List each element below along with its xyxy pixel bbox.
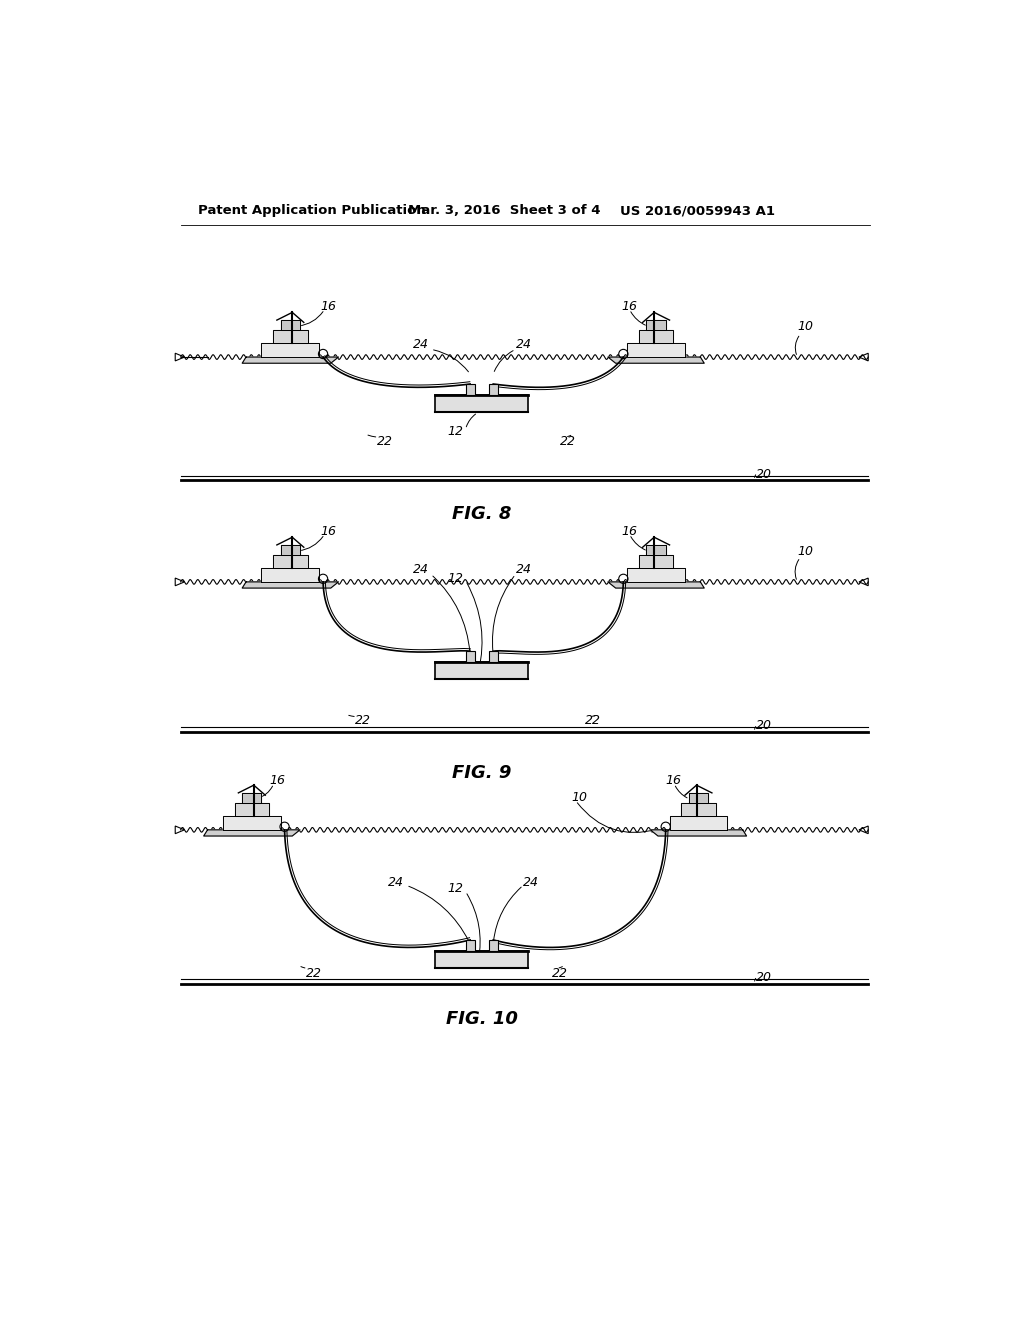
Bar (466, 384, 475, 395)
Text: 24: 24 (413, 338, 429, 351)
Text: 10: 10 (798, 319, 813, 333)
Text: FIG. 10: FIG. 10 (445, 1010, 517, 1028)
Text: 24: 24 (413, 564, 429, 576)
Text: Mar. 3, 2016  Sheet 3 of 4: Mar. 3, 2016 Sheet 3 of 4 (408, 205, 600, 218)
Text: 22: 22 (306, 966, 323, 979)
Text: 20: 20 (756, 467, 772, 480)
Bar (435, 395, 528, 412)
Text: 24: 24 (515, 338, 531, 351)
Text: 12: 12 (447, 425, 463, 438)
Polygon shape (261, 343, 319, 358)
Polygon shape (608, 358, 705, 363)
Polygon shape (281, 545, 300, 554)
Bar (466, 651, 475, 663)
Text: 22: 22 (552, 966, 567, 979)
Bar (435, 950, 528, 968)
Text: 10: 10 (798, 545, 813, 557)
Text: 22: 22 (377, 436, 393, 449)
Polygon shape (243, 358, 339, 363)
Text: 22: 22 (585, 714, 601, 727)
Text: 16: 16 (666, 774, 682, 787)
Polygon shape (223, 816, 281, 830)
Text: 16: 16 (321, 300, 337, 313)
Bar (488, 651, 498, 663)
Text: 16: 16 (321, 524, 337, 537)
Text: 10: 10 (571, 791, 587, 804)
Text: 16: 16 (621, 524, 637, 537)
Polygon shape (681, 803, 716, 816)
Polygon shape (273, 554, 307, 568)
Polygon shape (689, 793, 708, 803)
Text: US 2016/0059943 A1: US 2016/0059943 A1 (620, 205, 774, 218)
Polygon shape (243, 582, 339, 589)
Text: Patent Application Publication: Patent Application Publication (199, 205, 426, 218)
Bar (488, 384, 498, 395)
Bar (466, 940, 475, 950)
Text: 22: 22 (355, 714, 372, 727)
Text: 24: 24 (523, 875, 540, 888)
Polygon shape (628, 343, 685, 358)
Text: 16: 16 (621, 300, 637, 313)
Polygon shape (261, 568, 319, 582)
Polygon shape (646, 545, 666, 554)
Polygon shape (639, 554, 674, 568)
Text: 16: 16 (269, 774, 285, 787)
Bar (435, 663, 528, 678)
Polygon shape (646, 321, 666, 330)
Text: 20: 20 (756, 972, 772, 985)
Text: 24: 24 (388, 875, 403, 888)
Text: 22: 22 (560, 436, 577, 449)
Polygon shape (639, 330, 674, 343)
Text: 12: 12 (447, 572, 463, 585)
Polygon shape (273, 330, 307, 343)
Text: 12: 12 (447, 882, 463, 895)
Polygon shape (243, 793, 261, 803)
Polygon shape (650, 830, 746, 836)
Text: 20: 20 (756, 719, 772, 733)
Polygon shape (670, 816, 727, 830)
Polygon shape (628, 568, 685, 582)
Polygon shape (234, 803, 269, 816)
Text: FIG. 9: FIG. 9 (452, 764, 511, 781)
Bar (488, 940, 498, 950)
Polygon shape (608, 582, 705, 589)
Text: 24: 24 (515, 564, 531, 576)
Polygon shape (204, 830, 300, 836)
Text: FIG. 8: FIG. 8 (452, 506, 511, 523)
Polygon shape (281, 321, 300, 330)
